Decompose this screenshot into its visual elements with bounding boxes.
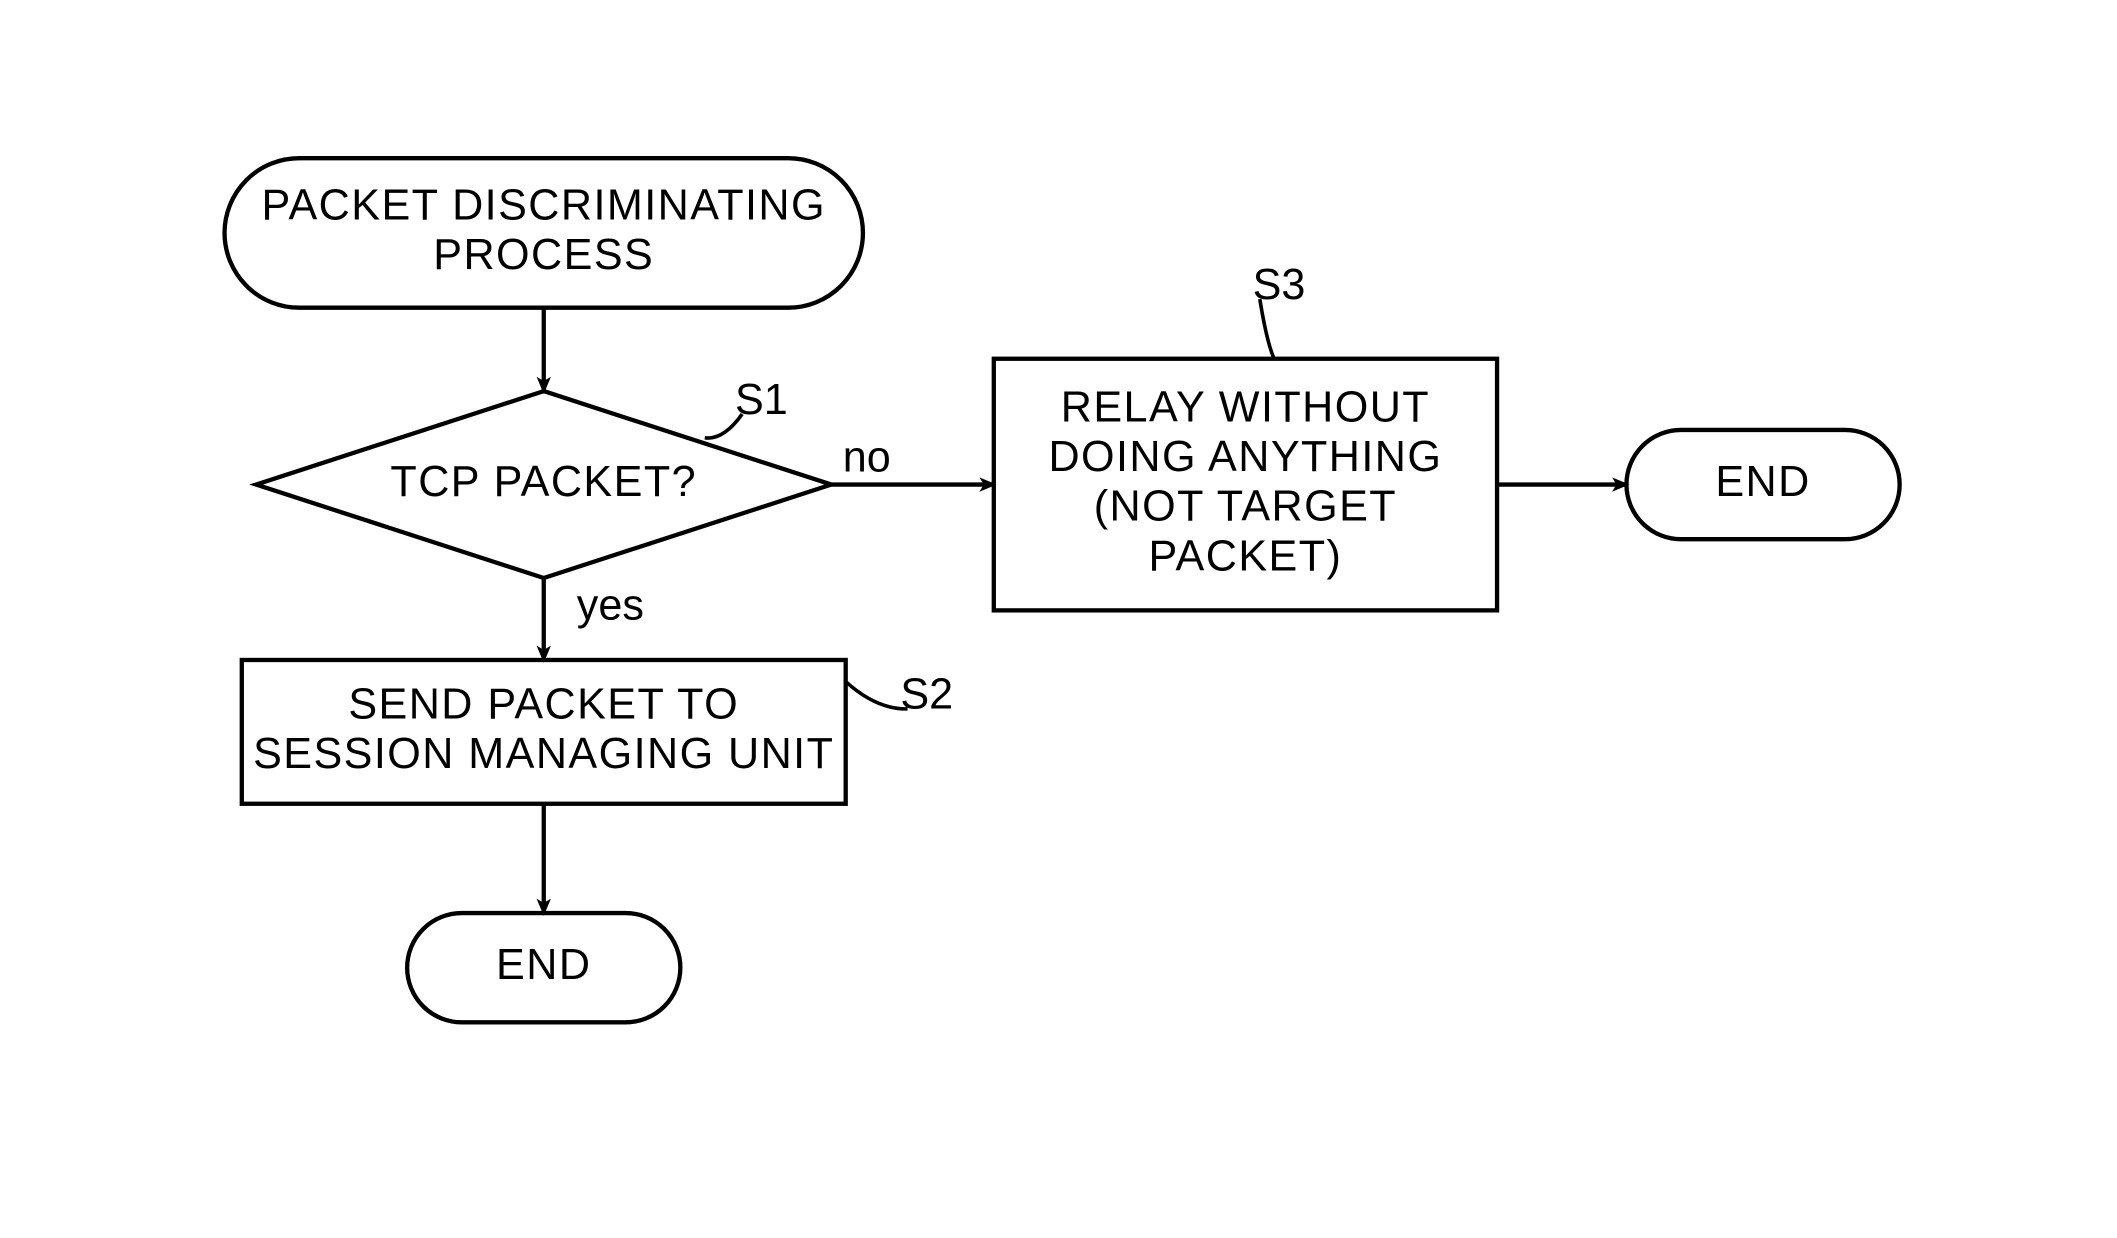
node-text: (NOT TARGET — [1094, 483, 1397, 531]
node-text: SESSION MANAGING UNIT — [253, 730, 834, 778]
node-text: PROCESS — [433, 231, 654, 279]
node-text: RELAY WITHOUT — [1061, 384, 1430, 432]
node-text: DOING ANYTHING — [1048, 433, 1442, 481]
edge-label: yes — [577, 582, 644, 630]
node-text: PACKET DISCRIMINATING — [261, 182, 826, 230]
node-text: END — [496, 941, 591, 989]
node-text: END — [1715, 458, 1810, 506]
node-text: PACKET) — [1149, 532, 1343, 580]
node-text: SEND PACKET TO — [348, 680, 739, 728]
step-label: S2 — [900, 671, 953, 719]
node-text: TCP PACKET? — [390, 458, 697, 506]
edge-label: no — [843, 434, 891, 482]
step-label: S1 — [735, 376, 788, 424]
